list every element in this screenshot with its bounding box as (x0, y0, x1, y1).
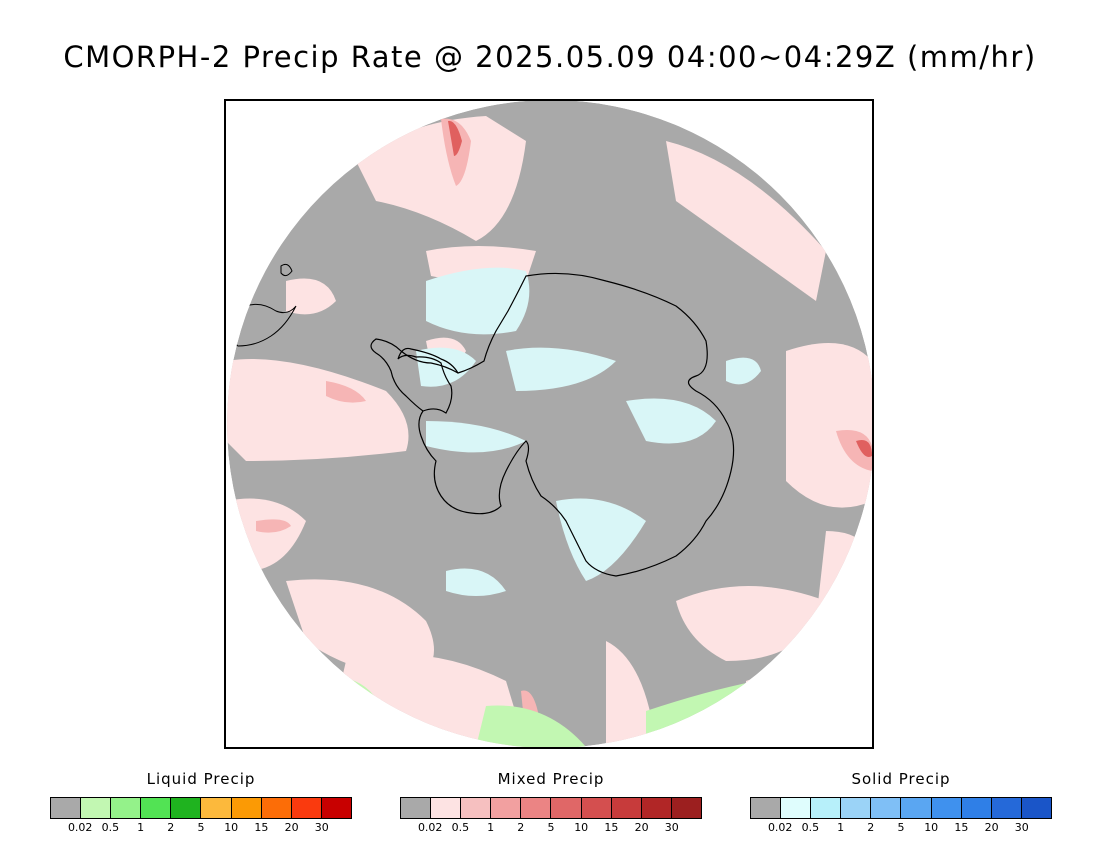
legend-tick-label: 15 (954, 821, 969, 834)
legend-swatch (111, 798, 142, 818)
legend-colorbar-mixed (400, 797, 702, 819)
legend-swatch (781, 798, 812, 818)
mixed-precip-heavy (448, 120, 872, 457)
legend-ticks-liquid: 0.02 0.5 1 2 5 10 15 20 30 (50, 819, 352, 835)
legend-solid-precip: Solid Precip 0.02 0.5 1 2 5 10 15 20 30 (750, 770, 1052, 835)
legend-tick-label: 30 (664, 821, 679, 834)
legend-tick-label: 15 (604, 821, 619, 834)
legend-swatch (901, 798, 932, 818)
legend-tick-label: 30 (314, 821, 329, 834)
legend-tick-label: 0.02 (417, 821, 443, 834)
legend-swatch (581, 798, 612, 818)
antarctic-peninsula-coastline (370, 338, 459, 412)
legend-tick-label: 2 (867, 821, 875, 834)
legend-swatch (641, 798, 672, 818)
legend-swatch (321, 798, 351, 818)
legend-swatch (231, 798, 262, 818)
legend-swatch (401, 798, 432, 818)
legend-tick-label: 20 (984, 821, 999, 834)
legend-swatch (551, 798, 582, 818)
legend-title-mixed: Mixed Precip (497, 770, 605, 788)
legend-tick-label: 1 (487, 821, 495, 834)
precip-map (227, 101, 872, 747)
legend-tick-label: 1 (837, 821, 845, 834)
legend-swatch (141, 798, 172, 818)
legend-title-liquid: Liquid Precip (146, 770, 256, 788)
solid-precip-regions (416, 267, 761, 596)
legend-swatch (961, 798, 992, 818)
legend-swatch (1021, 798, 1051, 818)
legend-tick-label: 2 (517, 821, 525, 834)
legend-swatch (291, 798, 322, 818)
legend-tick-label: 5 (197, 821, 205, 834)
legend-tick-label: 0.02 (67, 821, 93, 834)
legend-swatch (521, 798, 552, 818)
legend-tick-label: 5 (547, 821, 555, 834)
legend-swatch (491, 798, 522, 818)
legend-tick-label: 15 (254, 821, 269, 834)
legend-tick-label: 0.5 (801, 821, 820, 834)
legend-tick-label: 10 (924, 821, 939, 834)
legend-title-solid: Solid Precip (851, 770, 951, 788)
globe-background (227, 101, 872, 747)
legend-swatch (841, 798, 872, 818)
legend-tick-label: 0.5 (451, 821, 470, 834)
legend-tick-label: 10 (574, 821, 589, 834)
legend-swatch (751, 798, 782, 818)
legend-swatch (811, 798, 842, 818)
legend-swatch (671, 798, 701, 818)
legend-ticks-solid: 0.02 0.5 1 2 5 10 15 20 30 (750, 819, 1052, 835)
legend-tick-label: 10 (224, 821, 239, 834)
legend-mixed-precip: Mixed Precip 0.02 0.5 1 2 5 10 15 20 30 (400, 770, 702, 835)
legend-colorbar-liquid (50, 797, 352, 819)
legend-swatch (51, 798, 82, 818)
legend-liquid-precip: Liquid Precip 0.02 0.5 1 2 5 10 15 20 30 (50, 770, 352, 835)
legend-tick-label: 0.5 (101, 821, 120, 834)
legend-tick-label: 20 (634, 821, 649, 834)
legend-tick-label: 1 (137, 821, 145, 834)
legend-swatch (871, 798, 902, 818)
legend-swatch (431, 798, 462, 818)
antarctica-coastline (397, 272, 735, 577)
legend-colorbar-solid (750, 797, 1052, 819)
map-title: CMORPH-2 Precip Rate @ 2025.05.09 04:00~… (63, 40, 1037, 74)
legend-swatch (461, 798, 492, 818)
legend-swatch (201, 798, 232, 818)
map-frame (224, 99, 874, 749)
legend-tick-label: 0.02 (767, 821, 793, 834)
island-coastline (280, 263, 293, 277)
legend-ticks-mixed: 0.02 0.5 1 2 5 10 15 20 30 (400, 819, 702, 835)
legend-tick-label: 30 (1014, 821, 1029, 834)
legend-swatch (931, 798, 962, 818)
legend-swatch (81, 798, 112, 818)
legend-swatch (611, 798, 642, 818)
legend-swatch (991, 798, 1022, 818)
legend-tick-label: 2 (167, 821, 175, 834)
legend-tick-label: 5 (897, 821, 905, 834)
legend-swatch (171, 798, 202, 818)
legend-tick-label: 20 (284, 821, 299, 834)
legend-swatch (261, 798, 292, 818)
mixed-precip-regions (227, 116, 872, 747)
